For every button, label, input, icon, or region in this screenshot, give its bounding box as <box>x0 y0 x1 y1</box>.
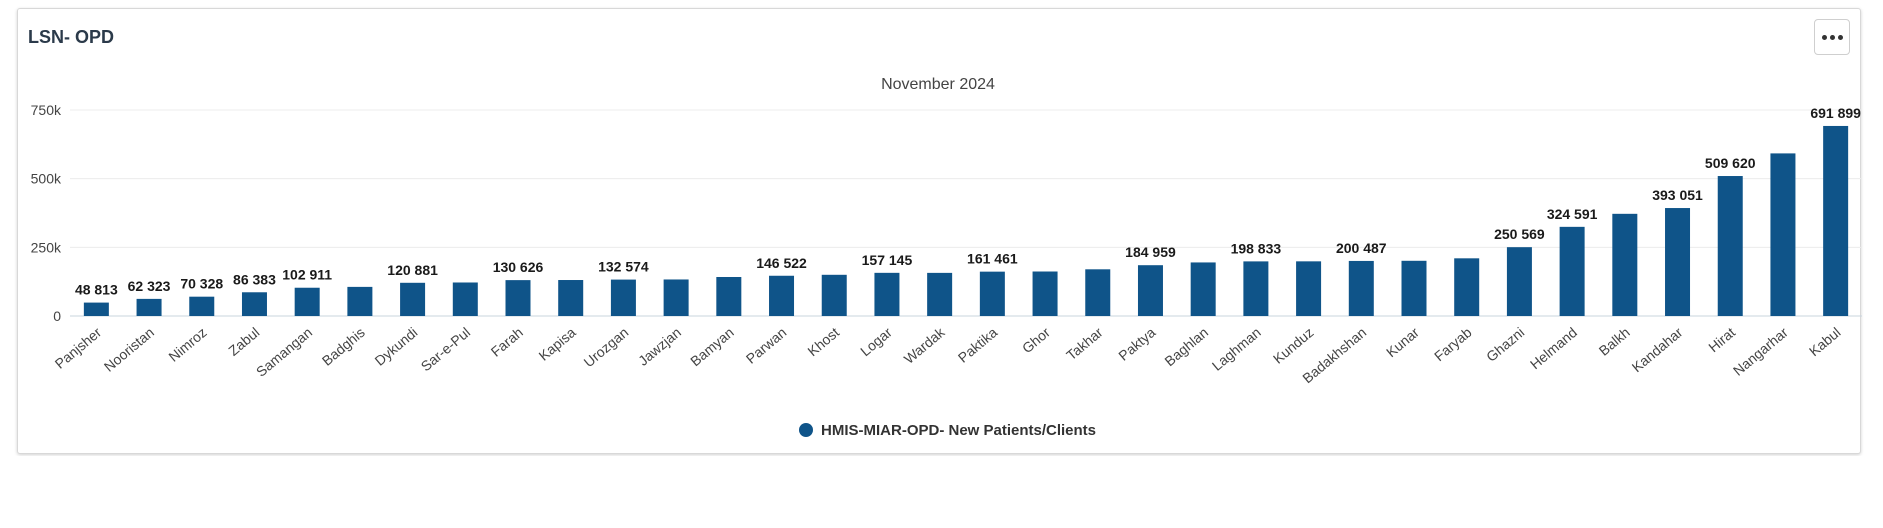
data-label: 48 813 <box>75 282 118 298</box>
data-label: 184 959 <box>1125 244 1176 260</box>
data-label: 250 569 <box>1494 226 1545 242</box>
data-label: 120 881 <box>387 262 438 278</box>
bar-helmand <box>1559 226 1585 316</box>
y-tick-label: 250k <box>31 239 62 255</box>
bar-samangan <box>294 287 320 316</box>
bar-badghis <box>347 286 373 316</box>
x-tick-label: Logar <box>857 324 895 359</box>
bar-kandahar <box>1665 208 1691 316</box>
x-tick-label: Wardak <box>901 323 949 367</box>
x-tick-label: Paktya <box>1115 324 1158 364</box>
data-label: 132 574 <box>598 259 649 275</box>
bar-logar <box>874 272 900 316</box>
bar-panjsher <box>83 302 109 316</box>
bar-chart: November 2024 0 250k 500k 750k 48 813 Panjsher… <box>31 76 1862 439</box>
bar-kunduz <box>1296 261 1322 316</box>
bar-ghazni <box>1506 247 1532 316</box>
chart-card: LSN- OPD <box>17 8 1861 454</box>
legend-label: HMIS-MIAR-OPD- New Patients/Clients <box>821 422 1096 439</box>
x-tick-label: Ghazni <box>1483 324 1527 365</box>
data-label: 70 328 <box>180 276 223 292</box>
bar-paktya <box>1137 265 1163 316</box>
x-tick-label: Badghis <box>319 324 368 369</box>
x-tick-label: Jawzjan <box>635 324 684 369</box>
data-label: 393 051 <box>1652 187 1703 203</box>
bar-nooristan <box>136 298 162 316</box>
y-tick-label: 750k <box>31 102 62 118</box>
bar-baghlan <box>1190 262 1216 316</box>
x-tick-label: Nimroz <box>165 324 209 365</box>
x-tick-label: Urozgan <box>581 324 632 370</box>
x-tick-label: Parwan <box>743 324 790 367</box>
x-tick-label: Zabul <box>225 324 262 359</box>
x-tick-label: Takhar <box>1063 324 1106 363</box>
bar-zabul <box>241 292 267 316</box>
x-tick-label: Kabul <box>1806 324 1844 359</box>
x-tick-label: Dykundi <box>371 324 420 369</box>
bar-parwan <box>769 275 795 316</box>
data-label: 198 833 <box>1231 240 1282 256</box>
x-tick-label: Kunduz <box>1270 324 1317 367</box>
data-label: 161 461 <box>967 251 1018 267</box>
x-tick-label: Panjsher <box>52 324 105 372</box>
bar-kabul <box>1823 125 1849 316</box>
card-title: LSN- OPD <box>28 27 115 47</box>
bar-farah <box>505 280 531 316</box>
bar-kapisa <box>558 280 584 316</box>
data-label: 200 487 <box>1336 240 1387 256</box>
x-tick-label: Samangan <box>253 324 315 380</box>
bar-faryab <box>1454 258 1480 316</box>
x-tick-label: Khost <box>804 324 842 359</box>
x-tick-label: Faryab <box>1431 324 1475 364</box>
bar-nangarhar <box>1770 153 1796 316</box>
x-tick-label: Sar-e-Pul <box>418 324 474 374</box>
bar-bamyan <box>716 276 742 316</box>
bar-sar-e-pul <box>452 282 478 316</box>
bar-laghman <box>1243 261 1269 316</box>
data-label: 86 383 <box>233 271 276 287</box>
bar-paktika <box>979 271 1005 316</box>
bar-dykundi <box>400 282 426 316</box>
bar-urozgan <box>610 279 636 316</box>
more-horizontal-icon <box>1821 34 1843 40</box>
chart-subtitle: November 2024 <box>881 76 995 93</box>
x-tick-label: Kunar <box>1383 324 1422 360</box>
x-tick-label: Paktika <box>955 324 1001 366</box>
x-tick-label: Ghor <box>1019 324 1053 356</box>
x-tick-label: Nooristan <box>101 324 157 375</box>
x-tick-label: Balkh <box>1596 324 1633 359</box>
x-tick-label: Baghlan <box>1161 324 1211 369</box>
x-tick-label: Nangarhar <box>1730 324 1791 379</box>
bar-ghor <box>1032 271 1058 316</box>
bar-takhar <box>1085 269 1111 316</box>
legend-marker <box>799 423 813 437</box>
x-tick-label: Helmand <box>1527 324 1580 372</box>
bar-nimroz <box>189 296 215 316</box>
x-tick-label: Hirat <box>1705 324 1738 355</box>
data-label: 509 620 <box>1705 155 1756 171</box>
chart-menu-button[interactable] <box>1814 19 1850 55</box>
page-background <box>0 456 1883 528</box>
data-label: 157 145 <box>862 252 913 268</box>
x-tick-label: Farah <box>488 324 526 360</box>
data-label: 691 899 <box>1810 105 1861 121</box>
data-label: 62 323 <box>128 278 171 294</box>
data-label: 146 522 <box>756 255 807 271</box>
bar-wardak <box>927 272 953 316</box>
bar-badakhshan <box>1348 260 1374 316</box>
x-tick-label: Kandahar <box>1629 324 1686 376</box>
data-label: 130 626 <box>493 259 544 275</box>
bar-balkh <box>1612 213 1638 316</box>
y-tick-label: 0 <box>53 308 61 324</box>
x-tick-label: Laghman <box>1209 324 1264 374</box>
bar-jawzjan <box>663 279 689 316</box>
bar-hirat <box>1717 176 1743 316</box>
x-tick-label: Bamyan <box>687 324 737 369</box>
y-tick-label: 500k <box>31 171 62 187</box>
data-label: 324 591 <box>1547 206 1598 222</box>
data-label: 102 911 <box>282 267 332 283</box>
x-tick-label: Kapisa <box>536 324 579 364</box>
bar-khost <box>821 274 847 316</box>
bar-kunar <box>1401 260 1427 316</box>
